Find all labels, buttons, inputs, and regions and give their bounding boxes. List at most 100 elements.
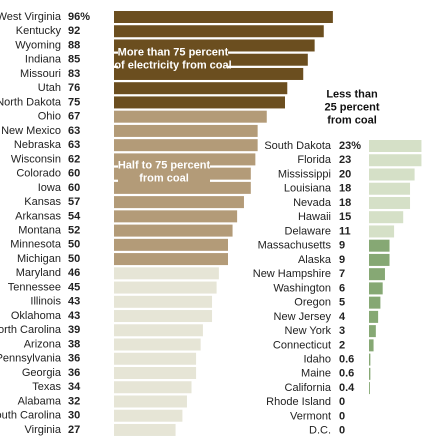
bar	[114, 338, 201, 351]
bar	[114, 324, 203, 337]
state-label: Oklahoma	[11, 310, 62, 322]
bar	[114, 25, 324, 38]
value-label: 50	[68, 253, 80, 265]
bar	[369, 296, 381, 309]
state-label: Texas	[32, 381, 61, 393]
state-label: Illinois	[30, 296, 61, 308]
state-label: Delaware	[285, 225, 331, 237]
bar	[369, 339, 374, 352]
state-label: New Jersey	[274, 311, 332, 323]
value-label: 3	[339, 325, 345, 337]
state-label: Nebraska	[14, 139, 62, 151]
value-label: 0.6	[339, 368, 354, 380]
value-label: 39	[68, 324, 80, 336]
value-label: 57	[68, 196, 80, 208]
state-label: Louisiana	[284, 183, 332, 195]
state-label: Tennessee	[8, 281, 61, 293]
annotation: from coal	[327, 114, 377, 126]
value-label: 23	[339, 154, 351, 166]
state-label: Ohio	[38, 111, 61, 123]
value-label: 63	[68, 125, 80, 137]
value-label: 11	[339, 225, 351, 237]
value-label: 27	[68, 424, 80, 436]
state-label: Connecticut	[273, 339, 331, 351]
value-label: 92	[68, 25, 80, 37]
state-label: North Carolina	[0, 324, 62, 336]
state-label: Colorado	[16, 168, 61, 180]
value-label: 36	[68, 353, 80, 365]
state-label: Massachusetts	[258, 240, 332, 252]
value-label: 34	[68, 381, 81, 393]
state-label: Rhode Island	[266, 396, 331, 408]
value-label: 18	[339, 197, 351, 209]
value-label: 0	[339, 410, 345, 422]
value-label: 63	[68, 139, 80, 151]
state-label: South Dakota	[264, 140, 332, 152]
bar	[369, 182, 411, 195]
state-label: Florida	[297, 154, 332, 166]
state-label: Idaho	[303, 354, 331, 366]
bar	[369, 168, 415, 181]
value-label: 43	[68, 310, 80, 322]
bar	[369, 353, 371, 366]
value-label: 23%	[339, 140, 361, 152]
state-label: Alaska	[298, 254, 332, 266]
value-label: 9	[339, 240, 345, 252]
bar	[114, 281, 217, 294]
state-label: Oregon	[294, 297, 331, 309]
bar	[114, 110, 267, 123]
state-label: D.C.	[309, 425, 331, 437]
annotation: Half to 75 percent	[118, 159, 211, 171]
bar	[114, 196, 244, 209]
bar	[114, 395, 187, 408]
value-label: 60	[68, 182, 80, 194]
state-label: Missouri	[20, 68, 61, 80]
state-label: Georgia	[22, 367, 62, 379]
bar	[114, 295, 213, 308]
value-label: 0.4	[339, 382, 355, 394]
bar	[114, 238, 228, 251]
bar	[114, 253, 228, 266]
bar	[114, 381, 192, 394]
bar	[114, 11, 333, 23]
state-label: Michigan	[17, 253, 61, 265]
bar	[114, 82, 288, 95]
state-label: New Mexico	[1, 125, 61, 137]
bar	[114, 310, 213, 323]
value-label: 96%	[68, 11, 90, 23]
bar	[369, 211, 404, 224]
state-label: Iowa	[38, 182, 62, 194]
value-label: 46	[68, 267, 80, 279]
bar	[369, 196, 411, 209]
value-label: 67	[68, 111, 80, 123]
value-label: 50	[68, 239, 80, 251]
value-label: 36	[68, 367, 80, 379]
value-label: 83	[68, 68, 80, 80]
state-label: Kansas	[24, 196, 61, 208]
value-label: 88	[68, 39, 80, 51]
value-label: 43	[68, 296, 80, 308]
state-label: Arizona	[24, 338, 62, 350]
state-label: New York	[285, 325, 332, 337]
annotation: 25 percent	[324, 101, 379, 113]
value-label: 0.6	[339, 354, 354, 366]
state-label: Arkansas	[15, 210, 61, 222]
value-label: 4	[339, 311, 346, 323]
value-label: 0	[339, 425, 345, 437]
bar	[369, 253, 390, 266]
value-label: 75	[68, 96, 80, 108]
bar	[114, 267, 219, 280]
value-label: 0	[339, 396, 345, 408]
state-label: Montana	[18, 225, 62, 237]
annotation-box	[118, 157, 210, 187]
state-label: Vermont	[290, 410, 331, 422]
bar	[369, 310, 379, 323]
value-label: 60	[68, 168, 80, 180]
annotation: from coal	[139, 172, 189, 184]
value-label: 62	[68, 153, 80, 165]
bar	[114, 352, 197, 365]
bar	[114, 96, 285, 109]
bar	[369, 225, 395, 238]
value-label: 7	[339, 268, 345, 280]
